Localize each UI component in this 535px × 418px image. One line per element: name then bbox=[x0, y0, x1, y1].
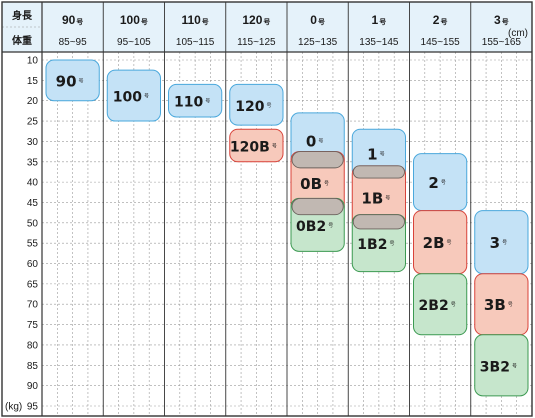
header-background bbox=[2, 2, 532, 52]
overlap-band bbox=[352, 214, 405, 230]
size-box-2b2 bbox=[413, 273, 468, 336]
weight-tick-label: 45 bbox=[27, 198, 39, 209]
weight-tick-label: 85 bbox=[27, 361, 39, 372]
weight-tick-label: 70 bbox=[27, 300, 39, 311]
weight-tick-label: 65 bbox=[27, 279, 39, 290]
column-header-range: 145~155 bbox=[421, 37, 461, 48]
weight-tick-label: 20 bbox=[27, 96, 39, 107]
size-box-label: 1B2 号 bbox=[357, 237, 394, 253]
size-box-label: 1B 号 bbox=[361, 189, 390, 207]
height-unit-label: (cm) bbox=[508, 28, 528, 39]
size-box-suffix: 号 bbox=[512, 363, 517, 369]
column-header-suffix: 号 bbox=[263, 17, 270, 26]
weight-tick-label: 80 bbox=[27, 340, 39, 351]
weight-tick-label: 30 bbox=[27, 137, 39, 148]
size-box-suffix: 号 bbox=[324, 181, 329, 187]
column-header-suffix: 号 bbox=[318, 17, 325, 26]
column-header-suffix: 号 bbox=[379, 17, 386, 26]
overlap-band bbox=[291, 197, 344, 216]
weight-tick-label: 15 bbox=[27, 76, 39, 87]
size-box-label: 0B2 号 bbox=[296, 219, 333, 235]
column-header-range: 135~145 bbox=[359, 37, 399, 48]
weight-tick-label: 40 bbox=[27, 178, 39, 189]
weight-tick-label: 55 bbox=[27, 239, 39, 250]
overlap-band bbox=[352, 165, 405, 179]
size-box-label: 110 号 bbox=[174, 95, 210, 111]
size-box-label: 3B2 号 bbox=[480, 359, 517, 375]
weight-unit-label: (kg) bbox=[5, 402, 22, 413]
size-box-suffix: 号 bbox=[144, 94, 149, 100]
size-box-label: 100 号 bbox=[113, 90, 149, 106]
column-header-suffix: 号 bbox=[502, 17, 509, 26]
size-box-suffix: 号 bbox=[380, 152, 385, 158]
size-box-suffix: 号 bbox=[502, 240, 507, 246]
size-box-suffix: 号 bbox=[318, 138, 323, 144]
column-header-range: 155~165 bbox=[482, 37, 522, 48]
size-box-suffix: 号 bbox=[266, 103, 271, 109]
weight-tick-label: 95 bbox=[27, 402, 39, 413]
weight-tick-label: 90 bbox=[27, 381, 39, 392]
weight-tick-label: 60 bbox=[27, 259, 39, 270]
weight-tick-label: 25 bbox=[27, 117, 39, 128]
column-header-suffix: 号 bbox=[202, 17, 209, 26]
size-box-120 bbox=[229, 83, 284, 126]
column-header-range: 105~115 bbox=[176, 37, 215, 48]
size-box-suffix: 号 bbox=[385, 195, 390, 201]
size-box-3b2 bbox=[474, 334, 529, 397]
size-box-suffix: 号 bbox=[441, 180, 446, 186]
size-box-90 bbox=[45, 59, 100, 102]
size-box-suffix: 号 bbox=[79, 78, 84, 84]
size-box-suffix: 号 bbox=[328, 223, 333, 229]
size-box-suffix: 号 bbox=[451, 302, 456, 308]
overlap-band bbox=[291, 151, 344, 169]
weight-tick-label: 75 bbox=[27, 320, 39, 331]
column-header-range: 95~105 bbox=[117, 37, 151, 48]
weight-tick-label: 50 bbox=[27, 218, 39, 229]
size-box-label: 0B 号 bbox=[300, 175, 329, 193]
size-box-100 bbox=[106, 69, 161, 122]
column-header-suffix: 号 bbox=[440, 17, 447, 26]
size-box-label: 3B 号 bbox=[484, 296, 513, 314]
size-box-suffix: 号 bbox=[389, 241, 394, 247]
column-header-range: 125~135 bbox=[298, 37, 338, 48]
column-header-range: 85~95 bbox=[59, 37, 88, 48]
size-box-label: 2B2 号 bbox=[419, 298, 456, 314]
size-box-label: 120 号 bbox=[235, 99, 271, 115]
column-header-suffix: 号 bbox=[141, 17, 148, 26]
corner-height-label: 身長 bbox=[12, 9, 33, 22]
size-box-120b bbox=[229, 128, 284, 163]
size-box-suffix: 号 bbox=[447, 240, 452, 246]
size-box-110 bbox=[168, 83, 223, 118]
size-box-suffix: 号 bbox=[205, 99, 210, 105]
weight-tick-label: 35 bbox=[27, 157, 39, 168]
size-box-label: 2B 号 bbox=[423, 234, 452, 252]
column-header-suffix: 号 bbox=[76, 17, 83, 26]
weight-tick-label: 10 bbox=[27, 56, 39, 67]
size-box-suffix: 号 bbox=[508, 302, 513, 308]
size-box-suffix: 号 bbox=[272, 143, 277, 149]
corner-weight-label: 体重 bbox=[12, 34, 32, 47]
column-header-range: 115~125 bbox=[237, 37, 276, 48]
size-box-label: 120B 号 bbox=[230, 139, 277, 155]
